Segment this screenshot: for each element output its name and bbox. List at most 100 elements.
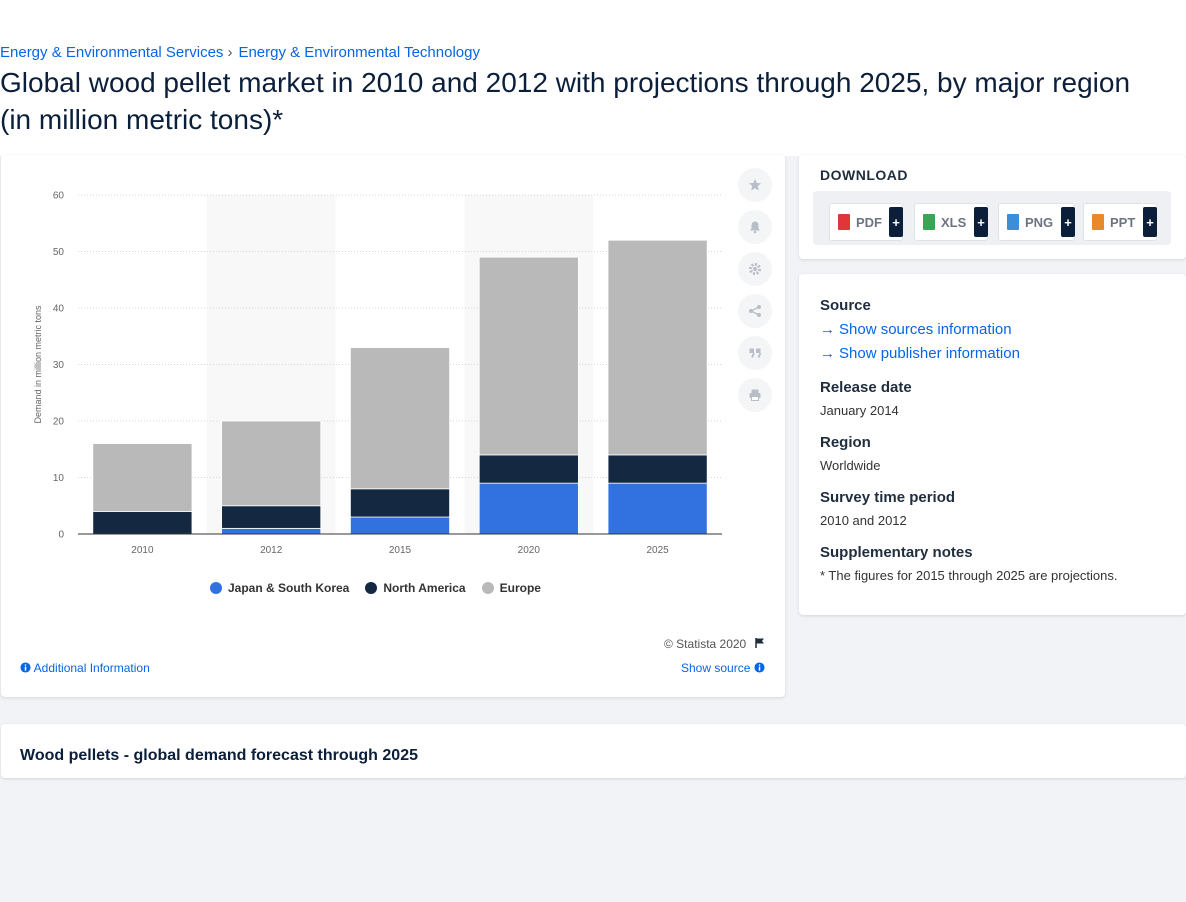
legend-item-japan-south-korea[interactable]: Japan & South Korea — [210, 581, 349, 595]
legend-item-europe[interactable]: Europe — [481, 581, 541, 595]
source-heading: Source — [820, 297, 871, 314]
legend-marker-north-america — [365, 582, 378, 594]
plot-area: 0 10 20 30 40 50 60 Demand in million metric to… — [33, 191, 722, 556]
show-publisher-label: Show publisher information — [839, 345, 1020, 362]
x-tick-label-2020: 2020 — [518, 545, 541, 556]
share-button[interactable] — [738, 294, 772, 328]
download-ppt-button[interactable]: PPT + — [1083, 203, 1157, 241]
print-button[interactable] — [738, 378, 772, 412]
download-ppt-label: PPT — [1110, 214, 1136, 230]
download-xls-label: XLS — [941, 214, 967, 230]
print-icon — [749, 389, 761, 401]
x-tick-label-2012: 2012 — [260, 545, 283, 556]
legend-label-europe: Europe — [499, 581, 541, 595]
download-buttons: PDF + XLS + PNG + PPT + — [813, 191, 1171, 245]
y-tick-label-20: 20 — [53, 417, 65, 428]
survey-period-heading: Survey time period — [820, 489, 956, 506]
bar-2012-japan-south-korea — [221, 527, 322, 535]
x-tick-label-2025: 2025 — [646, 545, 669, 556]
download-title: DOWNLOAD — [820, 167, 908, 183]
release-date-value: January 2014 — [820, 403, 899, 418]
related-statistic-card — [1, 724, 1186, 778]
breadcrumb-link-services[interactable]: Energy & Environmental Services — [0, 44, 224, 61]
png-file-icon — [1007, 214, 1019, 230]
survey-period-value: 2010 and 2012 — [820, 513, 907, 528]
bar-2020-japan-south-korea — [478, 482, 579, 535]
notification-button[interactable] — [738, 210, 772, 244]
favorite-button[interactable] — [738, 168, 772, 202]
bar-2015-europe — [350, 347, 450, 490]
y-tick-label-40: 40 — [53, 304, 65, 315]
chart-legend: Japan & South Korea North America Europe — [210, 581, 541, 595]
download-xls-button[interactable]: XLS + — [914, 203, 988, 241]
related-statistic-title[interactable]: Wood pellets - global demand forecast th… — [20, 747, 418, 764]
bar-2010-north-america — [92, 510, 193, 535]
y-axis-label: Demand in million metric tons — [33, 305, 43, 424]
header-area — [0, 38, 1186, 156]
copyright-text: © Statista 2020 — [664, 637, 747, 651]
breadcrumb-separator: › — [227, 44, 233, 61]
y-tick-label-30: 30 — [53, 360, 65, 371]
show-publisher-link[interactable]: → Show publisher information — [820, 345, 1020, 362]
arrow-right-icon: → — [820, 321, 835, 338]
share-icon — [749, 305, 761, 317]
breadcrumb-link-technology[interactable]: Energy & Environmental Technology — [238, 44, 480, 61]
y-tick-label-50: 50 — [53, 247, 65, 258]
download-png-label: PNG — [1025, 214, 1054, 230]
release-date-heading: Release date — [820, 379, 912, 396]
x-tick-label-2015: 2015 — [389, 545, 412, 556]
top-bar — [0, 0, 1186, 38]
region-value: Worldwide — [820, 458, 881, 473]
bar-2015-north-america — [350, 488, 450, 518]
cite-button[interactable] — [738, 336, 772, 370]
bar-2012-north-america — [221, 505, 322, 529]
supplementary-notes-heading: Supplementary notes — [820, 544, 973, 561]
additional-information-label: Additional Information — [33, 661, 150, 675]
download-png-button[interactable]: PNG + — [998, 203, 1075, 241]
download-pdf-label: PDF — [856, 214, 882, 230]
quote-icon — [749, 348, 762, 358]
show-sources-label: Show sources information — [839, 321, 1012, 338]
xls-file-icon — [923, 214, 935, 230]
legend-marker-europe — [481, 582, 494, 594]
flag-icon[interactable] — [754, 637, 766, 649]
region-heading: Region — [820, 434, 871, 451]
ppt-file-icon — [1092, 214, 1104, 230]
bar-2020-north-america — [478, 454, 579, 484]
download-png-plus: + — [1061, 207, 1075, 237]
page-title: Global wood pellet market in 2010 and 20… — [0, 67, 1131, 135]
settings-button[interactable] — [738, 252, 772, 286]
y-tick-label-10: 10 — [53, 473, 65, 484]
x-tick-label-2010: 2010 — [131, 545, 154, 556]
legend-marker-japan-south-korea — [210, 582, 222, 594]
arrow-right-icon: → — [820, 345, 835, 362]
download-xls-plus: + — [974, 207, 988, 237]
bar-2020-europe — [478, 256, 579, 456]
breadcrumb: Energy & Environmental Services › Energy &… — [0, 44, 480, 61]
supplementary-notes-value: * The figures for 2015 through 2025 are … — [820, 568, 1118, 583]
download-pdf-plus: + — [889, 207, 903, 237]
download-pdf-button[interactable]: PDF + — [829, 203, 903, 241]
bar-2025-europe — [607, 239, 708, 456]
legend-label-japan-south-korea: Japan & South Korea — [228, 581, 350, 595]
pdf-file-icon — [838, 214, 850, 230]
y-tick-label-60: 60 — [53, 191, 65, 202]
copyright-notice: © Statista 2020 — [664, 637, 766, 651]
additional-information-link[interactable]: Additional Information — [20, 661, 150, 675]
show-source-link[interactable]: Show source — [681, 661, 765, 675]
bar-2015-japan-south-korea — [350, 516, 450, 535]
bar-2010-europe — [92, 443, 193, 512]
info-icon — [754, 662, 765, 673]
gear-icon — [749, 263, 761, 275]
chart-toolbar — [738, 168, 774, 420]
statistic-details-card — [799, 274, 1186, 615]
show-source-label: Show source — [681, 661, 751, 675]
star-icon — [749, 179, 761, 191]
legend-item-north-america[interactable]: North America — [365, 581, 466, 595]
show-sources-link[interactable]: → Show sources information — [820, 321, 1012, 338]
bar-2025-japan-south-korea — [607, 482, 708, 535]
bar-2025-north-america — [607, 454, 708, 484]
bell-icon — [750, 221, 760, 234]
legend-label-north-america: North America — [383, 581, 466, 595]
bar-chart: 0 10 20 30 40 50 60 Demand in million metric to… — [33, 191, 722, 556]
